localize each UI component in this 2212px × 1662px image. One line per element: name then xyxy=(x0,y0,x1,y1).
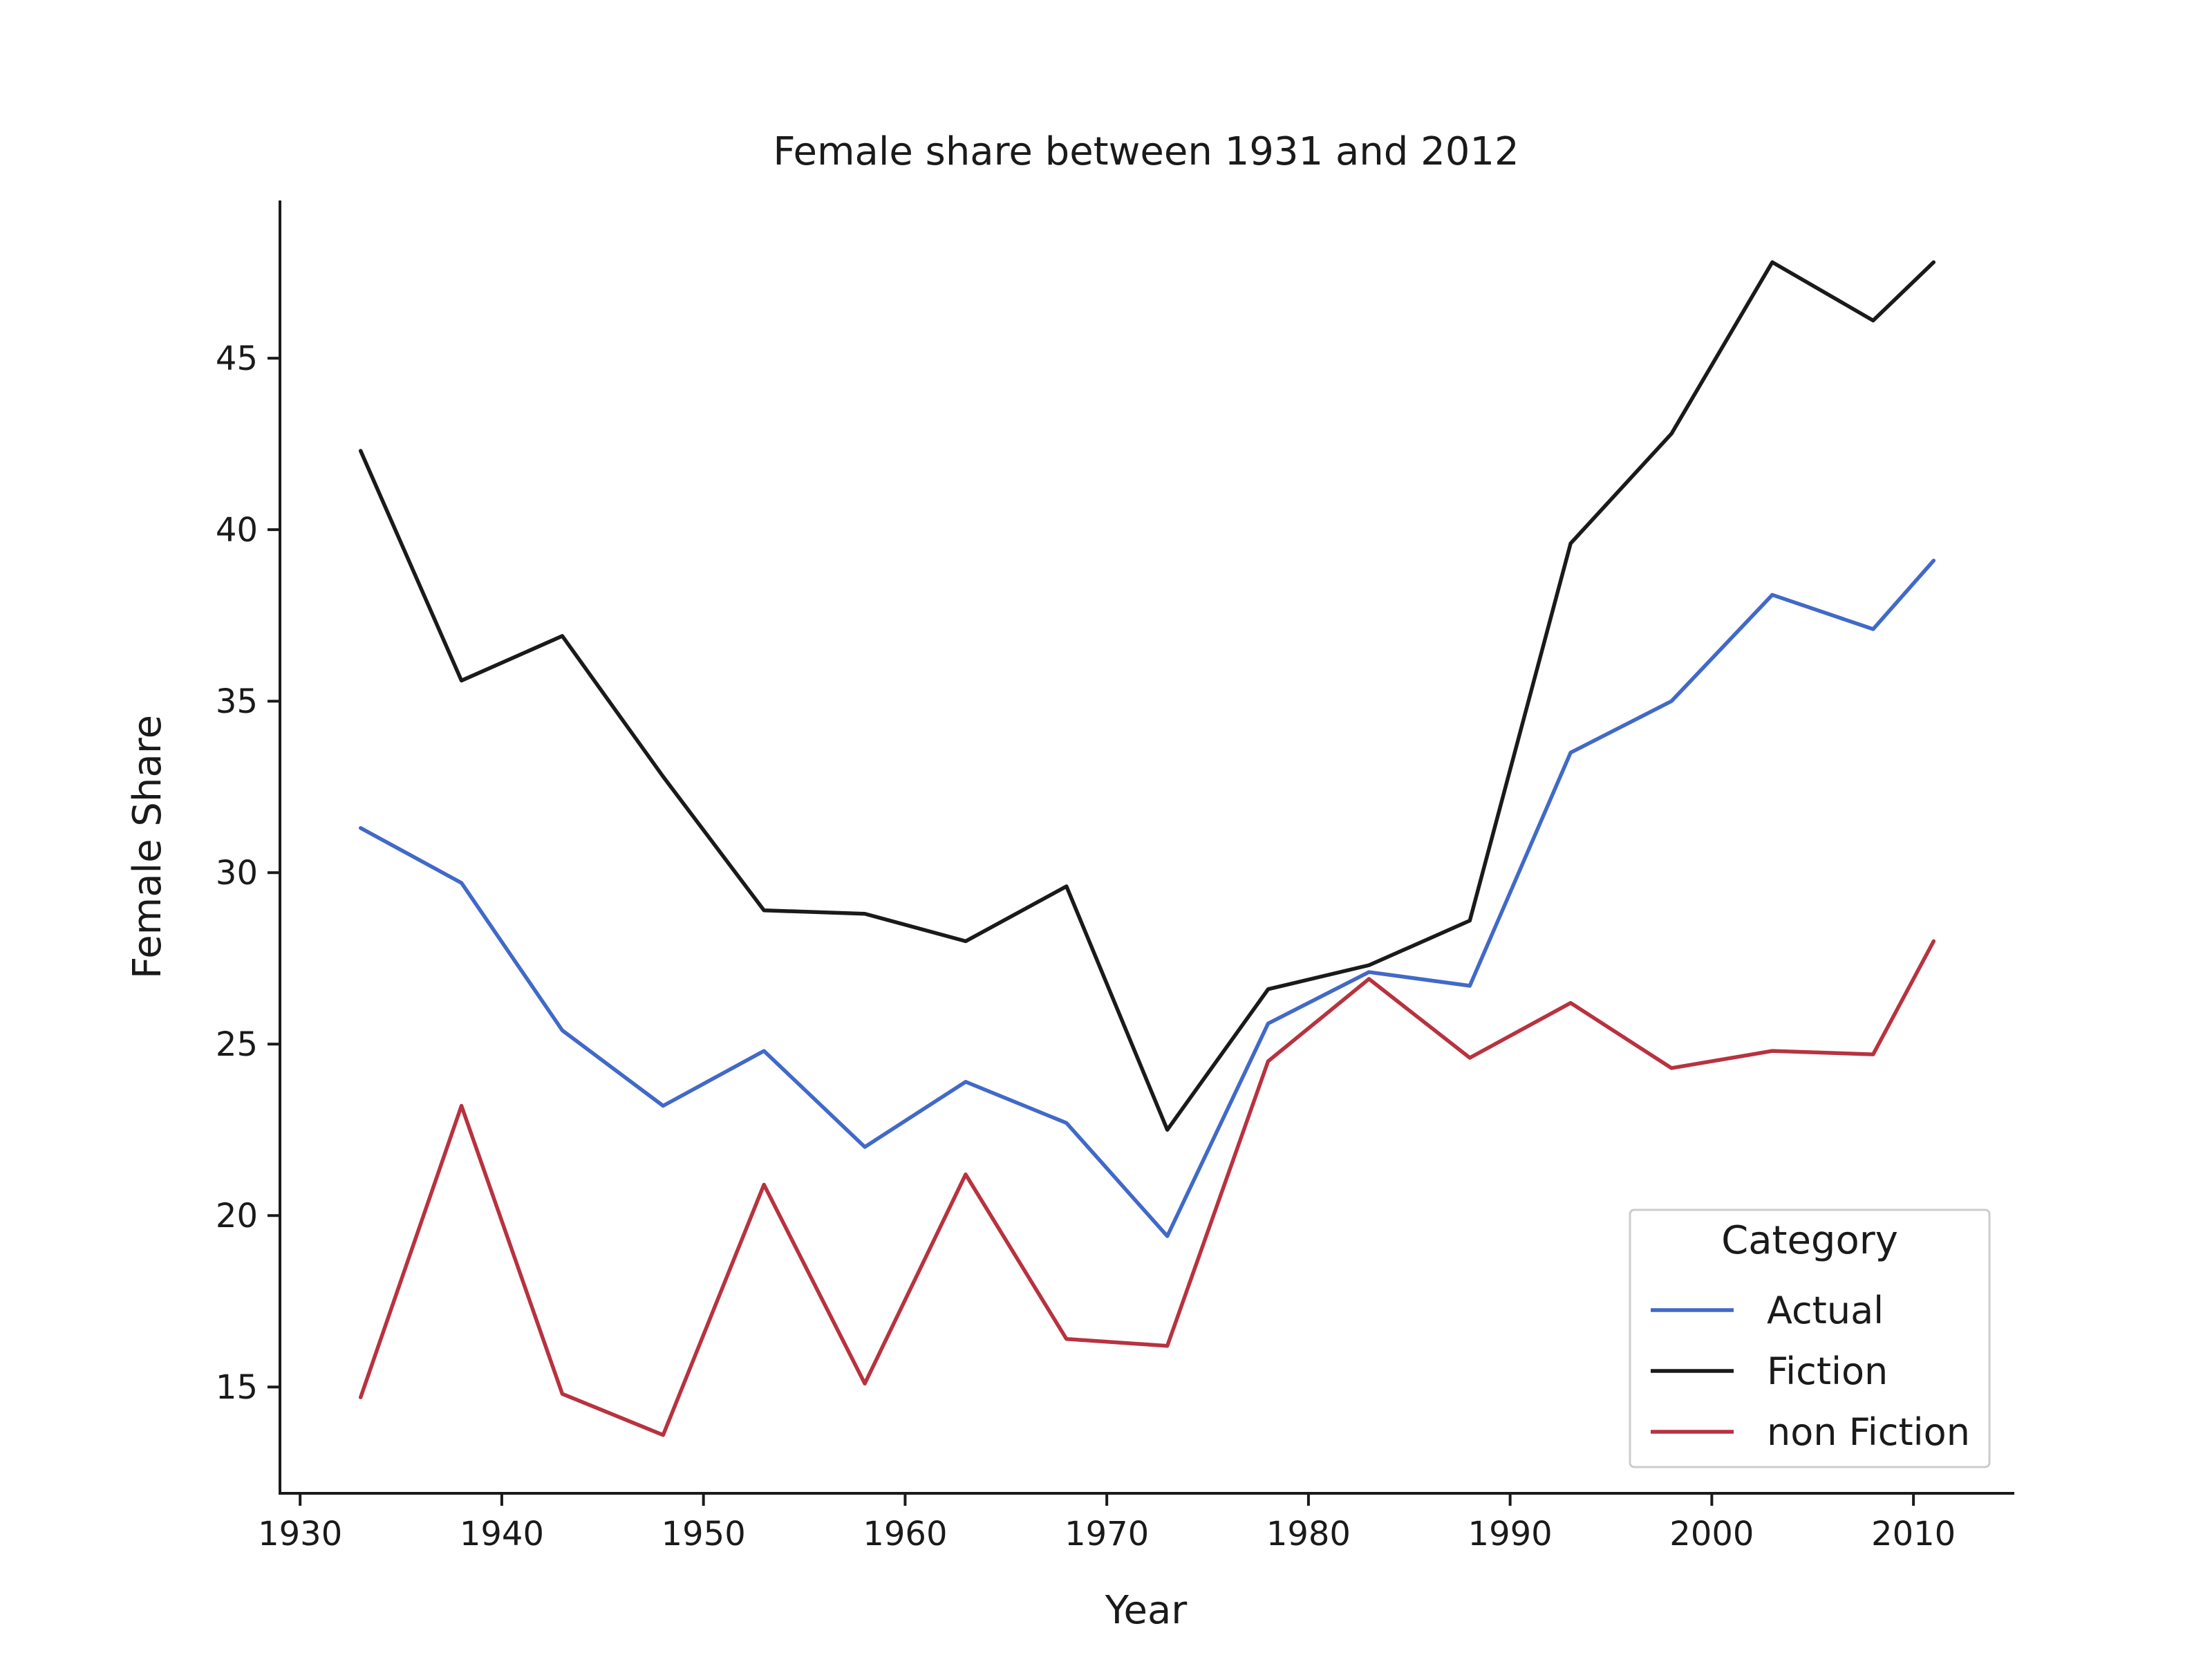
legend-entries: Actual Fiction non Fiction xyxy=(1651,1289,1970,1454)
x-tick-label: 1950 xyxy=(662,1515,746,1553)
y-tick-label: 45 xyxy=(216,339,258,378)
x-tick-label: 1970 xyxy=(1065,1515,1149,1553)
x-tick-label: 1930 xyxy=(258,1515,342,1553)
y-tick-label: 15 xyxy=(216,1368,258,1407)
y-axis-title: Female Share xyxy=(125,715,170,979)
legend-label-actual: Actual xyxy=(1767,1289,1884,1332)
series-line-fiction xyxy=(358,260,1936,1132)
y-tick-label: 40 xyxy=(216,511,258,550)
legend: Category Actual Fiction non Fiction xyxy=(1629,1208,1991,1468)
x-tick-label: 1990 xyxy=(1468,1515,1553,1553)
x-ticks: 1930 1940 1950 1960 1970 1980 1990 2000 2010 xyxy=(258,1493,1956,1553)
series-line-non-fiction xyxy=(358,939,1936,1437)
legend-label-fiction: Fiction xyxy=(1767,1350,1888,1393)
legend-label-non-fiction: non Fiction xyxy=(1767,1410,1970,1454)
x-tick-label: 1940 xyxy=(460,1515,544,1553)
x-tick-label: 2000 xyxy=(1669,1515,1754,1553)
y-tick-label: 25 xyxy=(216,1025,258,1064)
x-tick-label: 1960 xyxy=(863,1515,947,1553)
y-ticks: 15 20 25 30 35 40 45 xyxy=(216,339,280,1407)
legend-frame xyxy=(1629,1208,1991,1468)
chart-title: Female share between 1931 and 2012 xyxy=(773,129,1519,174)
x-tick-label: 2010 xyxy=(1871,1515,1956,1553)
x-tick-label: 1980 xyxy=(1266,1515,1351,1553)
y-tick-label: 30 xyxy=(216,854,258,893)
y-tick-label: 20 xyxy=(216,1197,258,1235)
series-line-actual xyxy=(358,559,1936,1238)
legend-title: Category xyxy=(1721,1218,1898,1263)
series-layer xyxy=(358,260,1936,1437)
x-axis-title: Year xyxy=(1105,1588,1188,1633)
y-tick-label: 35 xyxy=(216,682,258,721)
